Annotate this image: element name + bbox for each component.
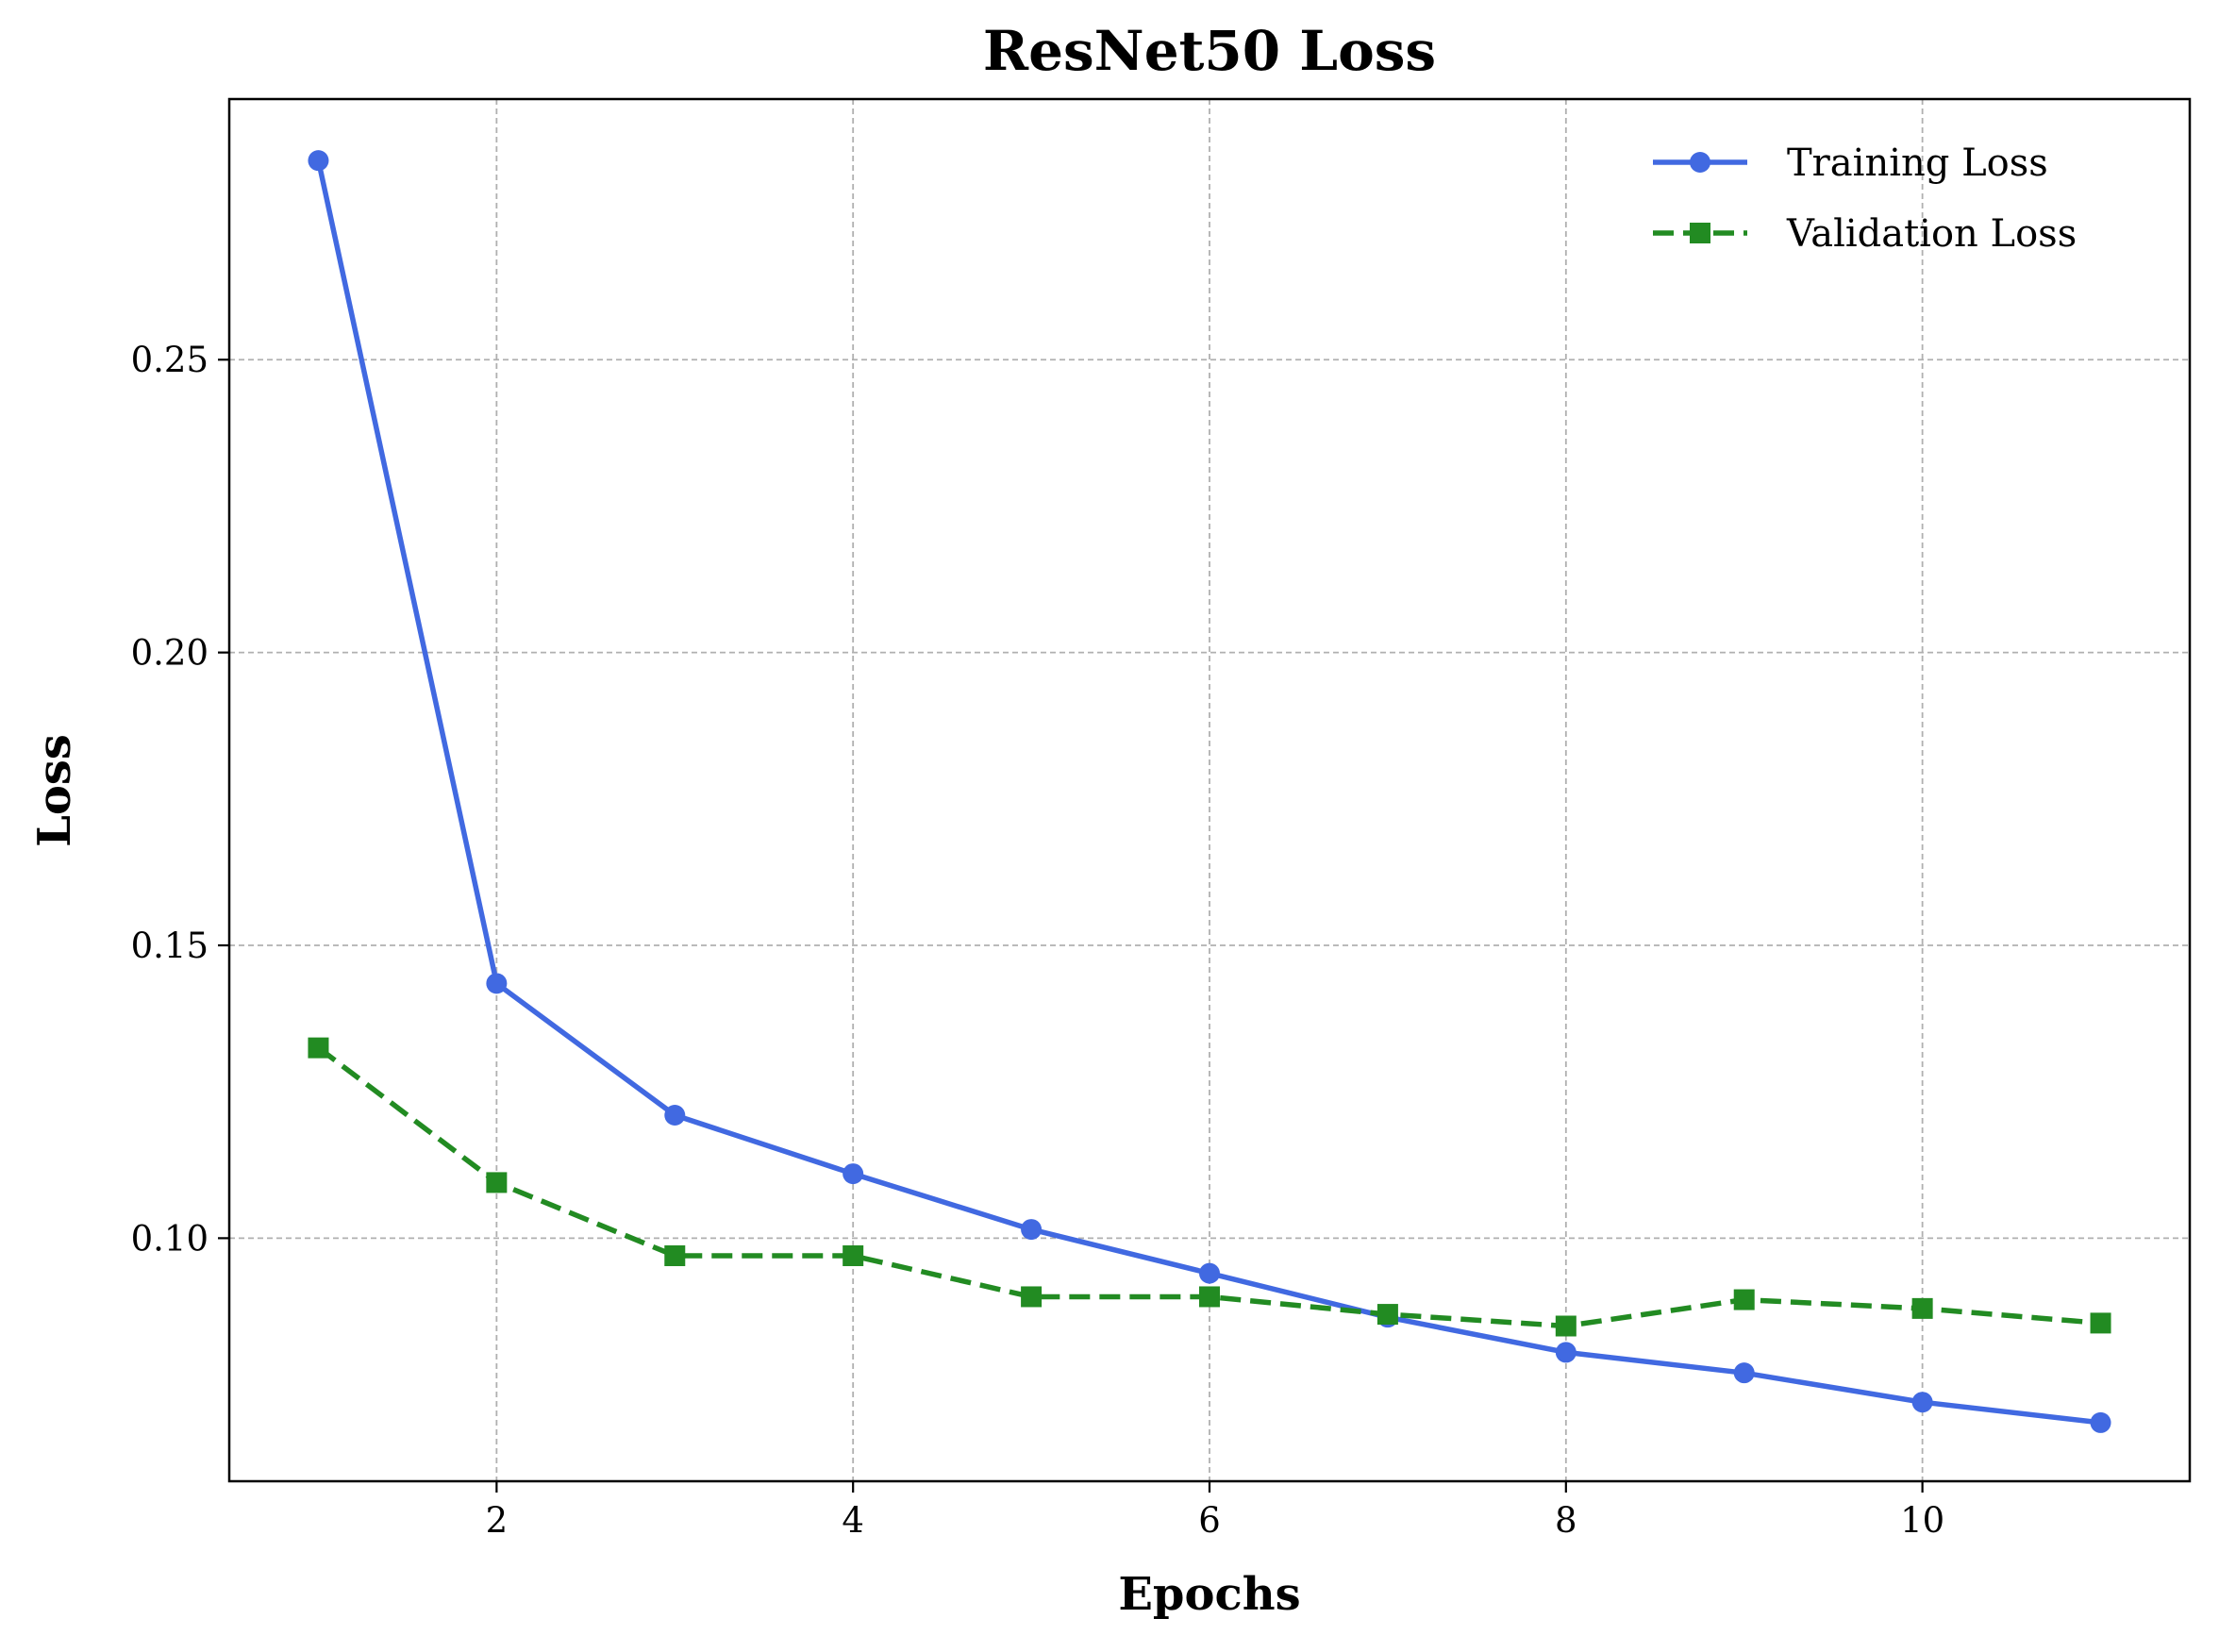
- series-validation-loss: [308, 1037, 2111, 1337]
- data-point: [1911, 1392, 1933, 1413]
- data-point: [1733, 1289, 1755, 1310]
- x-axis: 2 4 6 8 10: [486, 1481, 1944, 1541]
- legend: Training Loss Validation Loss: [1653, 142, 2077, 256]
- legend-swatch-marker: [1690, 223, 1710, 243]
- legend-label: Validation Loss: [1786, 212, 2077, 256]
- data-point: [1021, 1219, 1043, 1241]
- data-point: [2090, 1312, 2111, 1334]
- legend-label: Training Loss: [1787, 142, 2048, 185]
- data-point: [1199, 1262, 1220, 1284]
- data-point: [486, 973, 508, 994]
- data-point: [308, 150, 329, 172]
- data-point: [308, 1037, 329, 1059]
- plot-area: [227, 97, 2192, 1483]
- grid-layer: [229, 99, 2190, 1481]
- data-point: [843, 1163, 864, 1185]
- y-tick-label: 0.10: [131, 1218, 209, 1259]
- data-point: [1376, 1304, 1398, 1326]
- x-tick-label: 4: [842, 1500, 864, 1541]
- y-tick-label: 0.20: [131, 633, 209, 674]
- y-tick-label: 0.15: [131, 926, 209, 966]
- x-axis-title: Epochs: [1118, 1568, 1300, 1621]
- data-point: [1555, 1315, 1577, 1337]
- data-point: [2090, 1411, 2111, 1433]
- data-point: [1733, 1362, 1755, 1384]
- data-point: [664, 1105, 686, 1126]
- x-tick-label: 6: [1198, 1500, 1221, 1541]
- y-axis: 0.10 0.15 0.20 0.25: [131, 340, 229, 1259]
- legend-item: Training Loss: [1653, 142, 2048, 185]
- data-point: [1911, 1297, 1933, 1319]
- series-layer: [308, 150, 2111, 1433]
- x-tick-label: 10: [1900, 1500, 1944, 1541]
- data-point: [486, 1172, 508, 1193]
- data-point: [1199, 1286, 1220, 1308]
- legend-swatch-marker: [1690, 152, 1710, 173]
- data-point: [1021, 1286, 1043, 1308]
- data-point: [664, 1245, 686, 1267]
- chart-title: ResNet50 Loss: [983, 19, 1436, 83]
- legend-item: Validation Loss: [1653, 212, 2077, 256]
- y-tick-label: 0.25: [131, 340, 209, 380]
- data-point: [843, 1245, 864, 1267]
- x-tick-label: 2: [486, 1500, 509, 1541]
- x-tick-label: 8: [1555, 1500, 1577, 1541]
- y-axis-title: Loss: [28, 734, 81, 847]
- data-point: [1555, 1342, 1577, 1363]
